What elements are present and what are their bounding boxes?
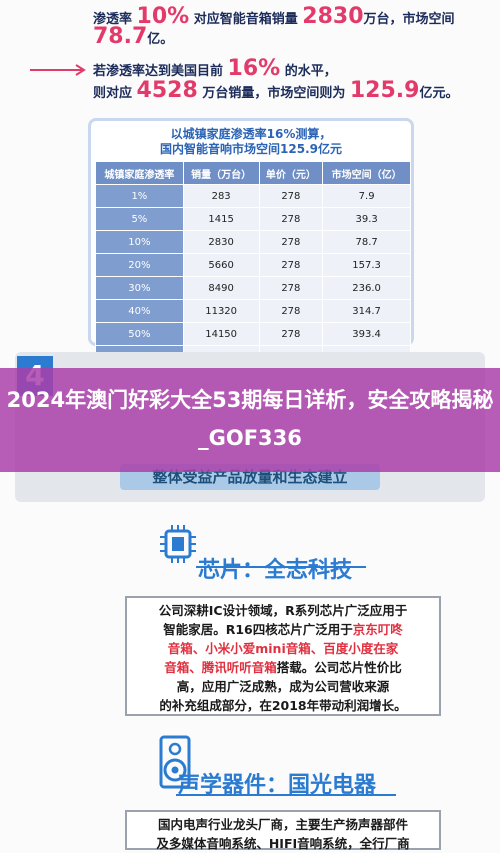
- text: 智能家居。R16四核芯片广泛用于: [163, 622, 353, 637]
- text: 万台，市场空间: [363, 12, 455, 27]
- table-cell: 278: [258, 184, 324, 208]
- table-cell: 283: [182, 184, 260, 208]
- heading-rule: [176, 794, 396, 796]
- table-cell: 39.3: [322, 207, 411, 231]
- table-cell: 10%: [95, 230, 184, 254]
- table-cell: 2830: [182, 230, 260, 254]
- arrow: [30, 64, 86, 76]
- banner: 2024年澳门好彩大全53期每日详析，安全攻略揭秘_GOF336: [0, 368, 500, 472]
- text: 高，应用广泛成熟，成为公司营收来源: [176, 679, 390, 694]
- body-line: 音箱、腾讯听听音箱搭载。公司芯片性价比: [127, 658, 439, 677]
- header-row: 城镇家庭渗透率 销量（万台） 单价（元） 市场空间（亿）: [95, 161, 411, 185]
- speaker-heading: 声学器件：国光电器: [178, 773, 377, 798]
- table-cell: 1415: [182, 207, 260, 231]
- table-card: 以城镇家庭渗透率16%测算， 国内智能音响市场空间125.9亿元 城镇家庭渗透率…: [88, 118, 414, 369]
- table-row: 1% 283 278 7.9: [95, 184, 411, 208]
- highlight: 78.7: [93, 24, 148, 49]
- text: 渗透率: [93, 12, 133, 27]
- body-line: 高，应用广泛成熟，成为公司营收来源: [127, 677, 439, 696]
- highlight: 10%: [136, 4, 190, 29]
- projection-line: 若渗透率达到美国目前 16% 的水平，: [93, 56, 337, 81]
- header-cell: 销量（万台）: [182, 161, 260, 185]
- highlight: 音箱、小米小爱mini音箱、百度小度在家: [167, 641, 399, 656]
- text: 若渗透率达到美国目前: [93, 64, 224, 79]
- table-cell: 5%: [95, 207, 184, 231]
- speaker-box: 国内电声行业龙头厂商，主要生产扬声器部件 及多媒体音响系统、HIFI音响系统，全…: [125, 810, 441, 851]
- table-cell: 5660: [182, 253, 260, 277]
- table-title: 国内智能音响市场空间125.9亿元: [160, 142, 342, 156]
- projection-line: 则对应 4528 万台销量，市场空间则为 125.9亿元。: [93, 78, 458, 103]
- table-cell: 278: [258, 299, 324, 323]
- body-line: 公司深耕IC设计领域，R系列芯片广泛应用于: [127, 601, 439, 620]
- table-cell: 78.7: [322, 230, 411, 254]
- text: 则对应: [93, 86, 133, 101]
- table-cell: 278: [258, 230, 324, 254]
- table-cell: 157.3: [322, 253, 411, 277]
- highlight: 2830: [302, 4, 364, 29]
- text: 亿。: [147, 32, 174, 47]
- table-cell: 11320: [182, 299, 260, 323]
- body-line: 音箱、小米小爱mini音箱、百度小度在家: [127, 639, 439, 658]
- table-cell: 236.0: [322, 276, 411, 300]
- table-cell: 1%: [95, 184, 184, 208]
- text: 的补充组成部分，在2018年带动利润增长。: [159, 698, 407, 713]
- header-cell: 市场空间（亿）: [322, 161, 411, 185]
- highlight: 125.9: [349, 78, 420, 103]
- table-row: 5% 1415 278 39.3: [95, 207, 411, 231]
- table-cell: 30%: [95, 276, 184, 300]
- top-line: 渗透率 10% 对应智能音箱销量 2830万台，市场空间: [93, 4, 455, 29]
- table-cell: 20%: [95, 253, 184, 277]
- top-line: 78.7亿。: [93, 24, 173, 49]
- table-body: 1% 283 278 7.9 5% 1415 278 39.3 10% 2830 278 78.7 20…: [95, 184, 411, 369]
- table-cell: 314.7: [322, 299, 411, 323]
- table-cell: 40%: [95, 299, 184, 323]
- highlight: 京东叮咚: [352, 622, 403, 637]
- header-cell: 单价（元）: [258, 161, 324, 185]
- text: 对应智能音箱销量: [193, 12, 298, 27]
- chip-heading: 芯片：全志科技: [198, 558, 353, 583]
- body-line: 及多媒体音响系统、HIFI音响系统，全行厂商: [156, 836, 410, 851]
- highlight: 4528: [136, 78, 198, 103]
- table-cell: 278: [258, 322, 324, 346]
- text: 万台销量，市场空间则为: [202, 86, 346, 101]
- chip-box: 公司深耕IC设计领域，R系列芯片广泛应用于 智能家居。R16四核芯片广泛用于京东…: [125, 596, 441, 716]
- table-row: 30% 8490 278 236.0: [95, 276, 411, 300]
- table-title: 以城镇家庭渗透率16%测算，: [170, 127, 332, 141]
- text: 搭载。公司芯片性价比: [276, 660, 402, 675]
- table-cell: 7.9: [322, 184, 411, 208]
- table-row: 10% 2830 278 78.7: [95, 230, 411, 254]
- table-cell: 278: [258, 207, 324, 231]
- text: 亿元。: [419, 86, 459, 101]
- body-line: 的补充组成部分，在2018年带动利润增长。: [127, 696, 439, 715]
- table-cell: 278: [258, 253, 324, 277]
- table-row: 50% 14150 278 393.4: [95, 322, 411, 346]
- body-line: 智能家居。R16四核芯片广泛用于京东叮咚: [127, 620, 439, 639]
- highlight: 音箱、腾讯听听音箱: [164, 660, 277, 675]
- speaker-icon: [159, 735, 191, 789]
- text: 公司深耕IC设计领域，R系列芯片广泛应用于: [158, 603, 408, 618]
- heading-rule: [196, 566, 366, 568]
- table-cell: 278: [258, 276, 324, 300]
- highlight: 16%: [227, 56, 281, 81]
- text: 的水平，: [284, 64, 337, 79]
- table-cell: 393.4: [322, 322, 411, 346]
- table: 城镇家庭渗透率 销量（万台） 单价（元） 市场空间（亿） 1% 283 278 7.9 5% 14…: [95, 161, 411, 369]
- chip-icon: [160, 525, 196, 563]
- table-cell: 50%: [95, 322, 184, 346]
- body-line: 国内电声行业龙头厂商，主要生产扬声器部件: [157, 817, 408, 832]
- table-row: 40% 11320 278 314.7: [95, 299, 411, 323]
- header-cell: 城镇家庭渗透率: [95, 161, 184, 185]
- table-cell: 14150: [182, 322, 260, 346]
- table-row: 20% 5660 278 157.3: [95, 253, 411, 277]
- table-cell: 8490: [182, 276, 260, 300]
